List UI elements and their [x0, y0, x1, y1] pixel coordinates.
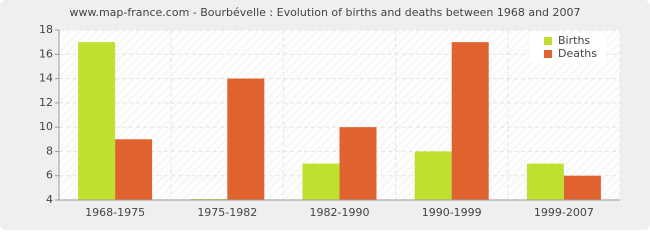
- y-tick-label: 14: [39, 72, 53, 85]
- y-tick-label: 16: [39, 47, 53, 60]
- y-tick-label: 18: [39, 23, 53, 36]
- bar: [414, 151, 452, 200]
- x-tick-label: 1990-1999: [422, 206, 482, 219]
- legend-swatch: [544, 37, 552, 45]
- bar: [302, 163, 340, 200]
- legend-label: Deaths: [558, 47, 597, 60]
- y-tick-label: 8: [46, 144, 53, 157]
- bar: [227, 78, 265, 200]
- y-tick-label: 10: [39, 120, 53, 133]
- y-tick-label: 6: [46, 169, 53, 182]
- legend-label: Births: [558, 34, 590, 47]
- x-tick-label: 1982-1990: [310, 206, 370, 219]
- bar: [526, 163, 564, 200]
- x-tick-label: 1975-1982: [197, 206, 257, 219]
- bar: [563, 175, 601, 200]
- x-tick-label: 1968-1975: [85, 206, 145, 219]
- chart-title: www.map-france.com - Bourbévelle : Evolu…: [69, 6, 580, 19]
- chart: www.map-france.com - Bourbévelle : Evolu…: [0, 0, 650, 230]
- x-tick-label: 1999-2007: [534, 206, 594, 219]
- legend-swatch: [544, 50, 552, 58]
- bar: [78, 42, 116, 201]
- y-tick-label: 4: [46, 193, 53, 206]
- bar: [115, 139, 153, 200]
- legend-box: [530, 33, 606, 63]
- bar: [339, 127, 377, 200]
- bar: [451, 42, 489, 201]
- y-tick-label: 12: [39, 96, 53, 109]
